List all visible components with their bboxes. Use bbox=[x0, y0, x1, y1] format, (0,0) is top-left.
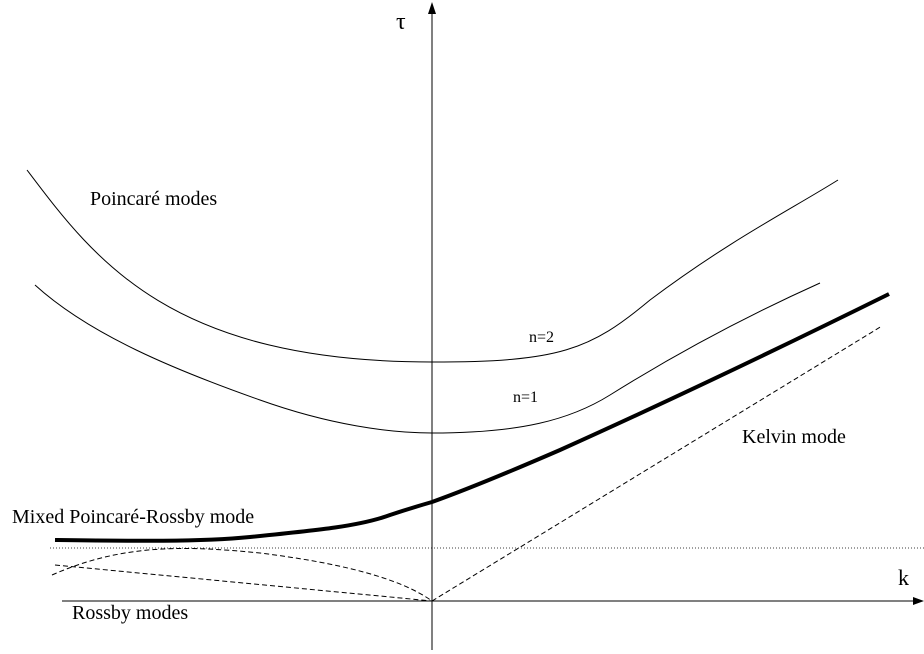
kelvin-mode-dashed-line bbox=[431, 325, 883, 602]
poincare-n2-curve bbox=[26, 169, 839, 363]
mixed-mode-label: Mixed Poincaré-Rossby mode bbox=[12, 506, 254, 528]
rossby-mode-curve bbox=[51, 547, 433, 602]
x-axis-label: k bbox=[898, 565, 909, 590]
mixed-poincare-rossby-curve bbox=[54, 292, 890, 543]
rossby-modes-label: Rossby modes bbox=[72, 602, 188, 624]
y-axis-arrowhead bbox=[428, 2, 436, 14]
kelvin-mode-label: Kelvin mode bbox=[742, 426, 846, 448]
kelvin-left-dashed-line bbox=[54, 564, 433, 602]
y-axis-label: τ bbox=[396, 9, 406, 35]
n2-label: n=2 bbox=[529, 329, 554, 346]
poincare-modes-label: Poincaré modes bbox=[90, 188, 217, 210]
poincare-n1-curve bbox=[34, 282, 821, 434]
n1-label: n=1 bbox=[513, 389, 538, 406]
x-axis-arrowhead bbox=[913, 597, 924, 605]
